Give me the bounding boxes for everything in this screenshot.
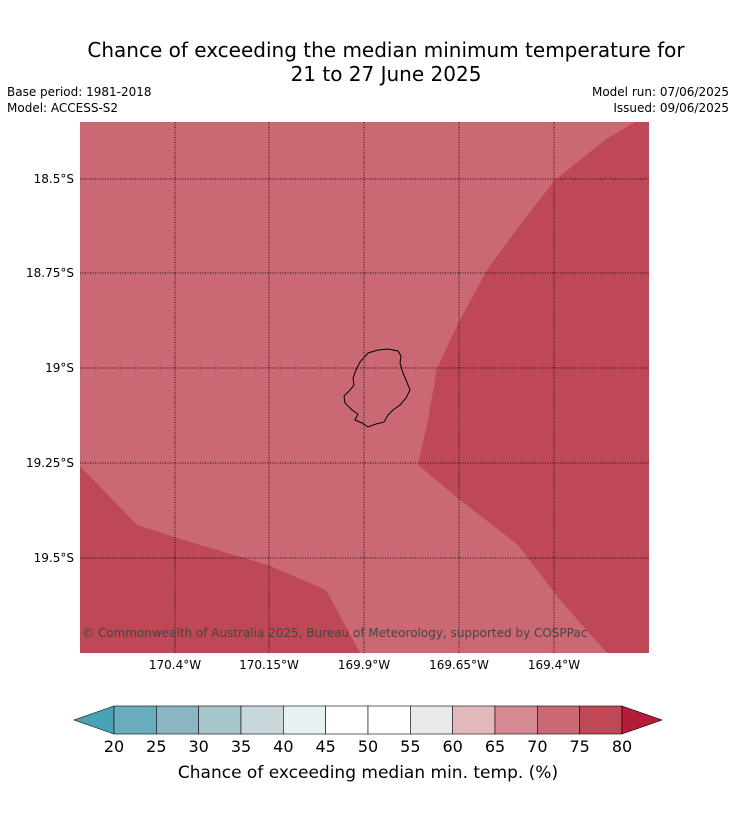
colorbar-bin xyxy=(367,705,411,735)
island-coastline xyxy=(343,348,411,428)
lon-label-169-9: 169.9°W xyxy=(338,658,390,672)
map-region-75-80-east xyxy=(418,122,649,653)
lat-label-19: 19°S xyxy=(45,361,74,375)
colorbar-tick-label: 40 xyxy=(273,737,293,756)
colorbar-bin xyxy=(410,705,453,735)
colorbar-bins xyxy=(113,705,623,735)
issued-date: Issued: 09/06/2025 xyxy=(613,101,729,115)
colorbar-bin xyxy=(537,705,580,735)
lat-label-19-5: 19.5°S xyxy=(34,551,74,565)
map-gridlines xyxy=(80,122,649,653)
colorbar-tick-label: 20 xyxy=(104,737,124,756)
lat-label-19-25: 19.25°S xyxy=(26,456,74,470)
colorbar-label: Chance of exceeding median min. temp. (%… xyxy=(178,763,558,783)
colorbar-tick-label: 60 xyxy=(442,737,462,756)
meta-right: Model run: 07/06/2025 Issued: 09/06/2025 xyxy=(592,84,729,116)
title-line-1: Chance of exceeding the median minimum t… xyxy=(87,38,685,62)
colorbar-tick-label: 65 xyxy=(485,737,505,756)
meta-left: Base period: 1981-2018 Model: ACCESS-S2 xyxy=(7,84,152,116)
colorbar-under-arrow xyxy=(73,705,115,735)
lon-label-170-4: 170.4°W xyxy=(149,658,201,672)
lon-label-170-15: 170.15°W xyxy=(239,658,299,672)
model-name: Model: ACCESS-S2 xyxy=(7,101,119,115)
colorbar-bin xyxy=(240,705,284,735)
colorbar-tick-label: 45 xyxy=(315,737,335,756)
lon-label-169-4: 169.4°W xyxy=(528,658,580,672)
colorbar-tick-label: 25 xyxy=(146,737,166,756)
colorbar-tick-label: 35 xyxy=(231,737,251,756)
colorbar-ticks: 20 25 30 35 40 45 50 55 60 65 70 75 80 xyxy=(104,737,632,756)
colorbar-tick-label: 55 xyxy=(400,737,420,756)
lon-label-169-65: 169.65°W xyxy=(429,658,489,672)
lat-label-18-5: 18.5°S xyxy=(34,172,74,186)
colorbar-bin xyxy=(198,705,242,735)
colorbar-over-arrow xyxy=(621,705,663,735)
model-run: Model run: 07/06/2025 xyxy=(591,85,729,99)
colorbar-bin xyxy=(494,705,538,735)
colorbar-tick-label: 75 xyxy=(569,737,589,756)
colorbar-bin xyxy=(156,705,199,735)
colorbar: 20 25 30 35 40 45 50 55 60 65 70 75 80 Chance of exc… xyxy=(73,705,663,783)
title-line-2: 21 to 27 June 2025 xyxy=(290,62,482,86)
colorbar-bin xyxy=(452,705,496,735)
lat-label-18-75: 18.75°S xyxy=(26,266,74,280)
colorbar-tick-label: 50 xyxy=(358,737,378,756)
copyright-notice: © Commonwealth of Australia 2025, Bureau… xyxy=(82,626,587,640)
base-period: Base period: 1981-2018 xyxy=(7,85,152,99)
colorbar-bin xyxy=(579,705,623,735)
map-region-75-80-southwest xyxy=(80,466,360,653)
colorbar-bin xyxy=(283,705,326,735)
colorbar-tick-label: 30 xyxy=(188,737,208,756)
colorbar-tick-label: 70 xyxy=(527,737,547,756)
colorbar-bin xyxy=(325,705,369,735)
colorbar-bin xyxy=(113,705,157,735)
colorbar-tick-label: 80 xyxy=(612,737,632,756)
map-title: Chance of exceeding the median minimum t… xyxy=(0,38,736,86)
